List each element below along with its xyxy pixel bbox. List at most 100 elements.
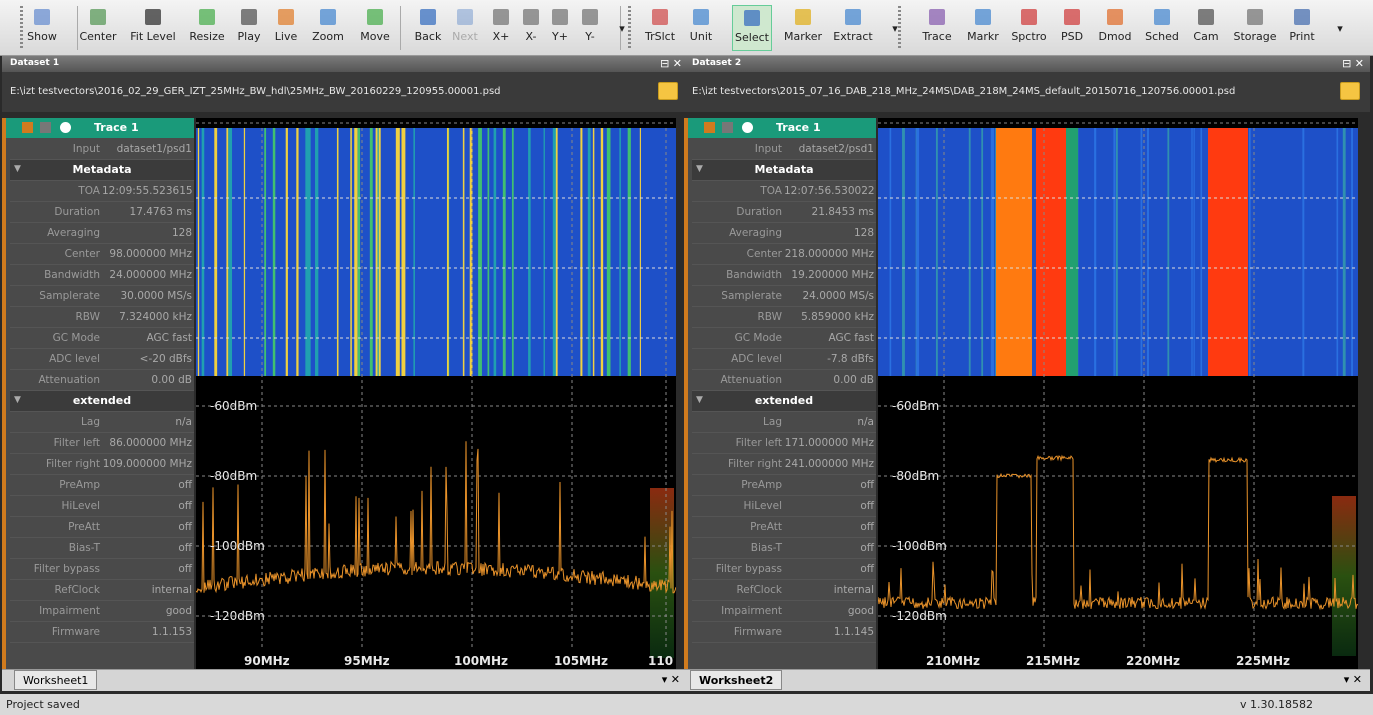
trace-label: Trace 1 xyxy=(776,121,821,134)
property-key: RefClock xyxy=(736,584,782,596)
unit-button[interactable]: Unit xyxy=(685,5,717,51)
waterfall-carrier xyxy=(226,128,229,376)
zoom-button[interactable]: Zoom xyxy=(308,5,348,51)
cam-button[interactable]: Cam xyxy=(1190,5,1222,51)
property-value: AGC fast xyxy=(828,332,874,344)
spectrum-plot[interactable]: -60dBm -80dBm -100dBm -120dBm 210MHz 215MHz 22… xyxy=(878,118,1358,669)
xplus-button[interactable]: X+ xyxy=(488,5,514,51)
property-key: Bias-T xyxy=(750,542,782,554)
property-value: 19.200000 MHz xyxy=(791,269,874,281)
waterfall-carrier xyxy=(395,128,400,376)
collapse-arrow-icon[interactable]: ▼ xyxy=(696,164,703,174)
waterfall-dab-block xyxy=(1208,128,1248,376)
live-button[interactable]: Live xyxy=(270,5,302,51)
collapse-arrow-icon[interactable]: ▼ xyxy=(14,164,21,174)
worksheet-tabbar-2: Worksheet2 ▾ ✕ xyxy=(684,669,1370,691)
toolbar-overflow-icon[interactable]: ▾ xyxy=(1337,22,1343,35)
markr-button[interactable]: Markr xyxy=(964,5,1002,51)
toolbar-separator xyxy=(620,6,621,50)
spectrum-plot[interactable]: -60dBm -80dBm -100dBm -120dBm 90MHz 95MHz 100M… xyxy=(196,118,676,669)
trace-color-icon[interactable] xyxy=(22,122,33,133)
lock-icon[interactable] xyxy=(40,122,51,133)
xminus-button[interactable]: X- xyxy=(518,5,544,51)
waterfall-carrier xyxy=(580,128,583,376)
metadata-section-header[interactable]: ▼ Metadata xyxy=(10,160,194,181)
property-key: Filter right xyxy=(45,458,100,470)
property-value: off xyxy=(860,479,874,491)
property-key: Input xyxy=(72,143,100,155)
toolbar-overflow-icon[interactable]: ▾ xyxy=(892,22,898,35)
waterfall-carrier xyxy=(1248,128,1251,376)
trace-header[interactable]: Trace 1 xyxy=(688,118,876,138)
center-button[interactable]: Center xyxy=(78,5,118,51)
show-button[interactable]: Show xyxy=(22,5,62,51)
toolbar-separator xyxy=(20,6,23,50)
yplus-button[interactable]: Y+ xyxy=(547,5,573,51)
toolbar-button-label: Y- xyxy=(585,30,595,43)
fitlevel-button[interactable]: Fit Level xyxy=(127,5,179,51)
spectro-icon xyxy=(1021,9,1037,25)
property-row: PreAtt off xyxy=(692,517,876,538)
property-value: off xyxy=(178,479,192,491)
yminus-button[interactable]: Y- xyxy=(577,5,603,51)
tab-controls[interactable]: ▾ ✕ xyxy=(661,673,680,686)
trace-label: Trace 1 xyxy=(94,121,139,134)
trace-button[interactable]: Trace xyxy=(919,5,955,51)
move-button[interactable]: Move xyxy=(356,5,394,51)
window-controls[interactable]: ⊟ ✕ xyxy=(1342,57,1364,70)
worksheet-tab[interactable]: Worksheet1 xyxy=(14,670,98,690)
dmod-button[interactable]: Dmod xyxy=(1095,5,1135,51)
psd-button[interactable]: PSD xyxy=(1056,5,1088,51)
waterfall-carrier xyxy=(354,128,358,376)
back-button[interactable]: Back xyxy=(410,5,446,51)
property-key: PreAtt xyxy=(68,521,100,533)
folder-open-icon[interactable] xyxy=(1340,82,1360,100)
tab-controls[interactable]: ▾ ✕ xyxy=(1343,673,1362,686)
waterfall-carrier xyxy=(478,128,482,376)
resize-button[interactable]: Resize xyxy=(185,5,229,51)
visibility-icon[interactable] xyxy=(60,122,71,133)
property-value: off xyxy=(860,521,874,533)
collapse-arrow-icon[interactable]: ▼ xyxy=(14,395,21,405)
property-value: AGC fast xyxy=(146,332,192,344)
worksheet-tab[interactable]: Worksheet2 xyxy=(690,670,783,690)
window-controls[interactable]: ⊟ ✕ xyxy=(660,57,682,70)
property-row: Bias-T off xyxy=(692,538,876,559)
extended-section-header[interactable]: ▼ extended xyxy=(692,391,876,412)
toolbar-overflow-icon[interactable]: ▾ xyxy=(619,22,625,35)
print-button[interactable]: Print xyxy=(1286,5,1318,51)
trace-header[interactable]: Trace 1 xyxy=(6,118,194,138)
trace-color-icon[interactable] xyxy=(704,122,715,133)
property-key: HiLevel xyxy=(743,500,782,512)
extended-section-header[interactable]: ▼ extended xyxy=(10,391,194,412)
spctro-button[interactable]: Spctro xyxy=(1008,5,1050,51)
extract-button[interactable]: Extract xyxy=(830,5,876,51)
property-key: HiLevel xyxy=(61,500,100,512)
storage-button[interactable]: Storage xyxy=(1230,5,1280,51)
sched-button[interactable]: Sched xyxy=(1142,5,1182,51)
lock-icon[interactable] xyxy=(722,122,733,133)
visibility-icon[interactable] xyxy=(742,122,753,133)
property-key: Bias-T xyxy=(68,542,100,554)
toolbar-separator xyxy=(628,6,631,50)
property-row: GC Mode AGC fast xyxy=(10,328,194,349)
version-label: v 1.30.18582 xyxy=(1240,698,1313,711)
select-button[interactable]: Select xyxy=(732,5,772,51)
next-button[interactable]: Next xyxy=(448,5,482,51)
folder-open-icon[interactable] xyxy=(658,82,678,100)
property-value: off xyxy=(860,542,874,554)
property-row: PreAtt off xyxy=(10,517,194,538)
waterfall-carrier xyxy=(587,128,591,376)
property-key: Firmware xyxy=(733,626,782,638)
property-row: HiLevel off xyxy=(692,496,876,517)
marker-button[interactable]: Marker xyxy=(781,5,825,51)
collapse-arrow-icon[interactable]: ▼ xyxy=(696,395,703,405)
property-row: Attenuation 0.00 dB xyxy=(10,370,194,391)
trslct-button[interactable]: TrSlct xyxy=(640,5,680,51)
property-value: 0.00 dB xyxy=(151,374,192,386)
play-button[interactable]: Play xyxy=(233,5,265,51)
metadata-section-header[interactable]: ▼ Metadata xyxy=(692,160,876,181)
spectrum-trace xyxy=(878,454,1358,611)
property-key: TOA xyxy=(760,185,782,197)
property-key: TOA xyxy=(78,185,100,197)
